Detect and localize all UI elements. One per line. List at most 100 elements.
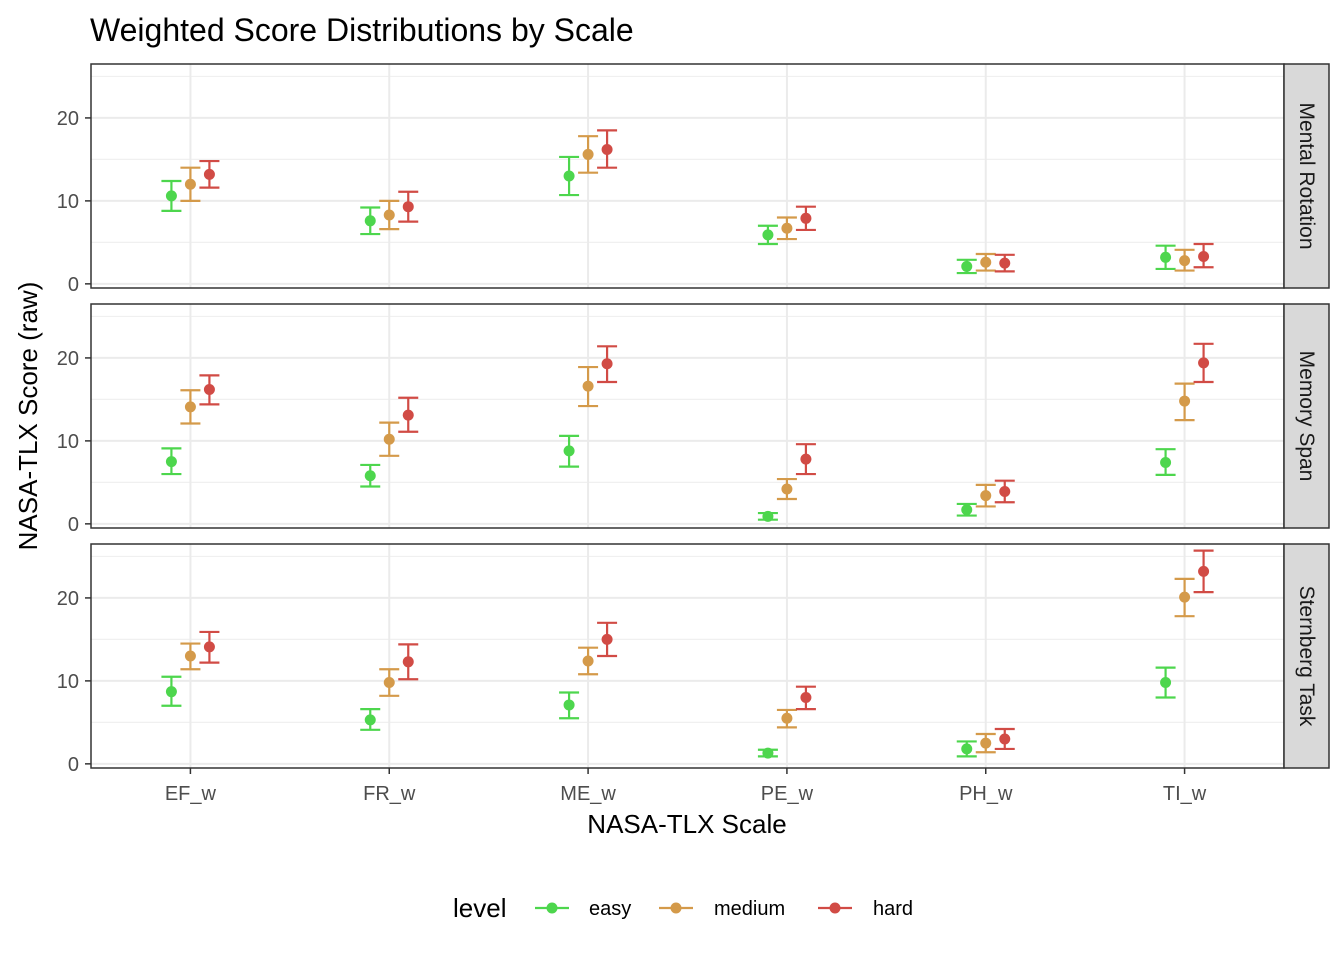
legend-key-hard: hard	[818, 898, 913, 920]
panel-background	[91, 64, 1284, 288]
series-easy	[161, 434, 1176, 522]
y-tick-label: 10	[57, 671, 79, 693]
facet-strip-label: Mental Rotation	[1295, 102, 1318, 249]
y-axis-label: NASA-TLX Score (raw)	[13, 282, 43, 551]
data-point	[999, 485, 1011, 497]
data-point	[383, 209, 395, 221]
legend-swatch-point	[670, 902, 682, 914]
series-medium	[180, 365, 1195, 508]
legend-label: easy	[589, 898, 631, 920]
x-axis-label: NASA-TLX Scale	[587, 809, 786, 839]
data-point	[1198, 357, 1210, 369]
data-point	[1160, 456, 1172, 468]
data-point	[762, 510, 774, 522]
data-point	[800, 453, 812, 465]
series-medium	[180, 577, 1195, 754]
y-tick-label: 0	[68, 274, 79, 296]
data-point	[402, 409, 414, 421]
data-point	[781, 483, 793, 495]
data-point	[980, 737, 992, 749]
legend-label: hard	[873, 898, 913, 920]
data-point	[165, 686, 177, 698]
legend-title: level	[453, 893, 506, 923]
data-point	[184, 178, 196, 190]
series-easy	[161, 666, 1176, 759]
data-point	[402, 201, 414, 213]
x-tick-label: TI_w	[1163, 783, 1207, 805]
data-point	[364, 215, 376, 227]
y-tick-label: 20	[57, 108, 79, 130]
data-point	[1179, 395, 1191, 407]
data-point	[184, 401, 196, 413]
data-point	[383, 677, 395, 689]
legend: level easy medium hard	[453, 893, 913, 923]
facet-panels: 0 10 20 Mental Rotation 0 10 20 Memory Span 0 10 2…	[57, 63, 1330, 776]
data-point	[383, 433, 395, 445]
data-point	[762, 229, 774, 241]
data-point	[999, 733, 1011, 745]
x-tick-label: FR_w	[363, 783, 416, 805]
data-point	[961, 504, 973, 516]
data-point	[1179, 591, 1191, 603]
y-tick-label: 0	[68, 754, 79, 776]
data-point	[582, 380, 594, 392]
data-point	[1198, 565, 1210, 577]
data-point	[364, 714, 376, 726]
data-point	[762, 747, 774, 759]
legend-keys: easy medium hard	[535, 898, 913, 920]
legend-swatch-point	[546, 902, 558, 914]
data-point	[781, 222, 793, 234]
data-point	[1198, 250, 1210, 262]
data-point	[980, 490, 992, 502]
panel-background	[91, 304, 1284, 528]
data-point	[601, 633, 613, 645]
chart-title: Weighted Score Distributions by Scale	[90, 12, 634, 48]
data-point	[582, 148, 594, 160]
data-point	[184, 650, 196, 662]
legend-key-easy: easy	[535, 898, 631, 920]
data-point	[980, 256, 992, 268]
data-point	[961, 260, 973, 272]
data-point	[999, 257, 1011, 269]
facet-strip	[1283, 63, 1330, 289]
x-tick-label: ME_w	[560, 783, 616, 805]
facet-strip-label: Memory Span	[1295, 351, 1318, 482]
data-point	[203, 383, 215, 395]
data-point	[601, 358, 613, 370]
data-point	[203, 641, 215, 653]
data-point	[563, 445, 575, 457]
y-tick-label: 20	[57, 588, 79, 610]
data-point	[1160, 677, 1172, 689]
data-point	[582, 655, 594, 667]
data-point	[1179, 255, 1191, 267]
y-tick-label: 10	[57, 431, 79, 453]
data-point	[364, 470, 376, 482]
legend-label: medium	[714, 898, 785, 920]
panel-background	[91, 544, 1284, 768]
series-hard	[199, 342, 1214, 504]
data-point	[601, 143, 613, 155]
panel-sternberg-task: 0 10 20 Sternberg Task	[57, 543, 1330, 776]
data-point	[800, 212, 812, 224]
x-tick-label: PH_w	[959, 783, 1013, 805]
series-hard	[199, 129, 1214, 273]
series-hard	[199, 549, 1214, 751]
series-medium	[180, 135, 1195, 272]
data-point	[781, 712, 793, 724]
data-point	[1160, 251, 1172, 263]
x-axis-ticks: EF_w FR_w ME_w PE_w PH_w TI_w	[165, 768, 1207, 805]
facet-strip	[1283, 543, 1330, 769]
data-point	[563, 699, 575, 711]
data-point	[402, 656, 414, 668]
legend-swatch-point	[829, 902, 841, 914]
legend-key-medium: medium	[659, 898, 785, 920]
data-point	[165, 456, 177, 468]
panel-memory-span: 0 10 20 Memory Span	[57, 303, 1330, 536]
facet-strip	[1283, 303, 1330, 529]
y-tick-label: 20	[57, 348, 79, 370]
facet-strip-label: Sternberg Task	[1295, 586, 1318, 727]
x-tick-label: EF_w	[165, 783, 217, 805]
y-tick-label: 0	[68, 514, 79, 536]
x-tick-label: PE_w	[761, 783, 814, 805]
